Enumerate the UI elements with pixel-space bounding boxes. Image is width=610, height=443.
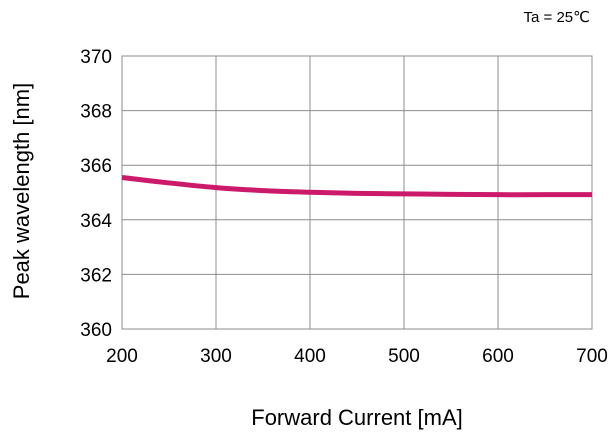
y-tick-label: 360 [80,320,112,341]
x-tick-label: 600 [482,346,514,367]
series-line [121,175,592,198]
x-tick-label: 300 [200,346,232,367]
y-tick-label: 370 [80,47,112,68]
temperature-annotation: Ta = 25℃ [524,9,590,26]
x-tick-label: 400 [294,346,326,367]
x-axis-title: Forward Current [mA] [251,405,463,430]
y-tick-label: 366 [80,156,112,177]
x-tick-label: 700 [576,346,608,367]
y-tick-label: 362 [80,265,112,286]
y-axis-title: Peak wavelength [nm] [9,83,34,299]
y-tick-label: 364 [80,211,112,232]
x-tick-label: 200 [106,346,138,367]
y-tick-label: 368 [80,102,112,123]
x-tick-label: 500 [388,346,420,367]
